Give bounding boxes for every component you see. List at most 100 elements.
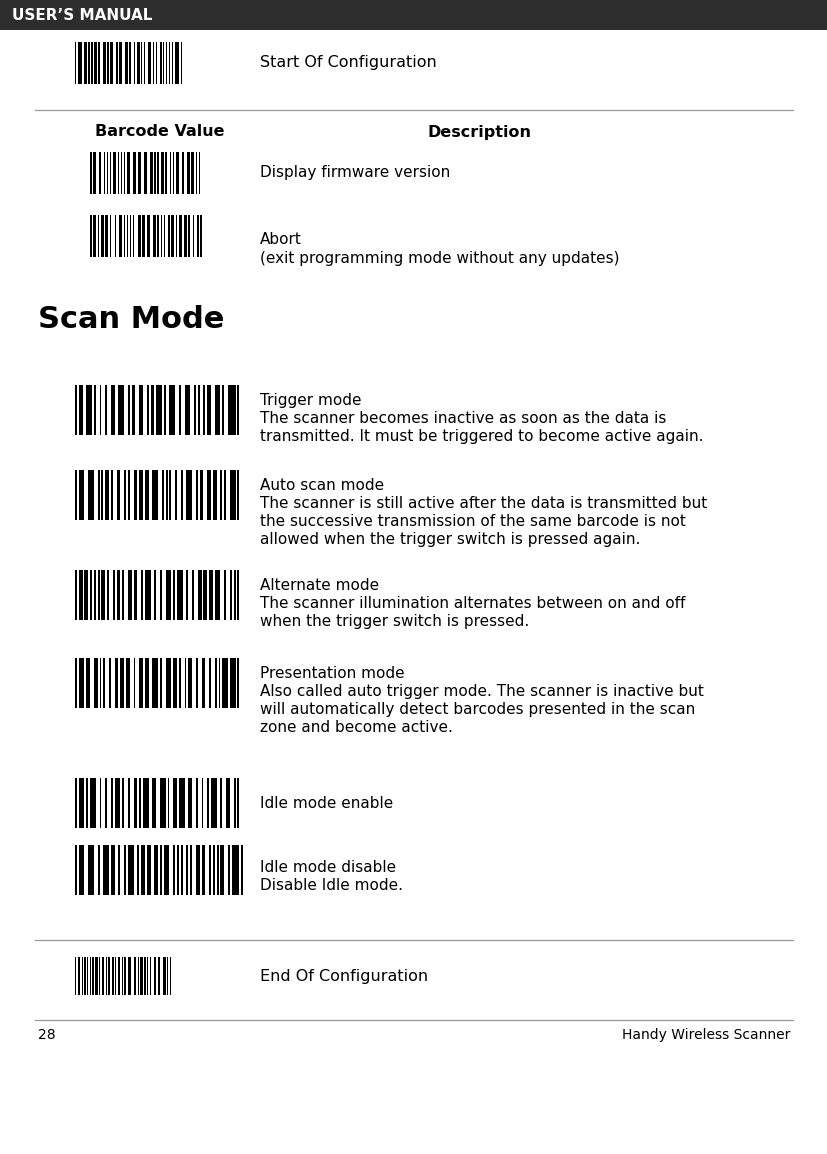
Bar bbox=[79, 845, 80, 896]
Bar bbox=[114, 215, 116, 257]
Bar bbox=[178, 42, 179, 84]
Bar bbox=[122, 778, 124, 829]
Bar bbox=[137, 957, 139, 995]
Text: the successive transmission of the same barcode is not: the successive transmission of the same … bbox=[260, 514, 685, 529]
Bar bbox=[116, 42, 117, 84]
Bar bbox=[152, 42, 154, 84]
Text: Barcode Value: Barcode Value bbox=[95, 125, 224, 140]
Bar bbox=[79, 385, 80, 435]
Bar bbox=[160, 658, 162, 709]
Bar bbox=[75, 778, 77, 829]
Text: (exit programming mode without any updates): (exit programming mode without any updat… bbox=[260, 252, 619, 267]
Text: Handy Wireless Scanner: Handy Wireless Scanner bbox=[621, 1028, 789, 1042]
Bar bbox=[123, 215, 125, 257]
Bar bbox=[117, 570, 120, 620]
Bar bbox=[129, 42, 131, 84]
Bar bbox=[186, 470, 192, 520]
Bar bbox=[79, 470, 80, 520]
Bar bbox=[88, 470, 93, 520]
Bar bbox=[114, 658, 118, 709]
Bar bbox=[214, 658, 217, 709]
Bar bbox=[98, 845, 99, 896]
Bar bbox=[137, 152, 141, 194]
Bar bbox=[88, 42, 89, 84]
Bar bbox=[93, 385, 96, 435]
Text: USER’S MANUAL: USER’S MANUAL bbox=[12, 7, 152, 22]
Bar bbox=[160, 778, 165, 829]
Bar bbox=[182, 152, 184, 194]
Bar bbox=[193, 215, 194, 257]
Bar bbox=[139, 470, 143, 520]
Bar bbox=[124, 845, 126, 896]
Bar bbox=[127, 845, 133, 896]
Bar bbox=[139, 385, 143, 435]
Bar bbox=[170, 152, 171, 194]
Text: when the trigger switch is pressed.: when the trigger switch is pressed. bbox=[260, 614, 528, 629]
Bar bbox=[196, 845, 199, 896]
Bar bbox=[111, 385, 114, 435]
Bar bbox=[86, 385, 92, 435]
Bar bbox=[105, 215, 108, 257]
Bar bbox=[167, 957, 168, 995]
Bar bbox=[102, 570, 105, 620]
Bar bbox=[79, 778, 80, 829]
Bar bbox=[79, 42, 82, 84]
Bar bbox=[237, 570, 239, 620]
Bar bbox=[75, 42, 76, 84]
Bar bbox=[179, 658, 180, 709]
Bar bbox=[237, 658, 239, 709]
Bar bbox=[133, 215, 134, 257]
Bar bbox=[99, 778, 102, 829]
Bar bbox=[207, 470, 211, 520]
Bar bbox=[160, 570, 162, 620]
Bar bbox=[131, 385, 136, 435]
Bar bbox=[163, 42, 165, 84]
Bar bbox=[164, 385, 165, 435]
Bar bbox=[123, 152, 125, 194]
Bar bbox=[133, 778, 137, 829]
Bar bbox=[139, 658, 143, 709]
Bar bbox=[186, 570, 188, 620]
Bar bbox=[214, 570, 220, 620]
Bar bbox=[84, 570, 88, 620]
Bar bbox=[222, 385, 224, 435]
Bar bbox=[198, 570, 201, 620]
Bar bbox=[93, 570, 96, 620]
Bar bbox=[154, 570, 156, 620]
Bar bbox=[211, 778, 217, 829]
Bar bbox=[99, 152, 101, 194]
Bar bbox=[179, 215, 182, 257]
Bar bbox=[110, 215, 112, 257]
Bar bbox=[89, 957, 91, 995]
Bar bbox=[127, 470, 130, 520]
Bar bbox=[148, 42, 151, 84]
Bar bbox=[111, 845, 114, 896]
Bar bbox=[91, 42, 93, 84]
Text: The scanner illumination alternates between on and off: The scanner illumination alternates betw… bbox=[260, 595, 685, 610]
Bar bbox=[196, 658, 198, 709]
Bar bbox=[154, 957, 156, 995]
Bar bbox=[98, 570, 99, 620]
Bar bbox=[86, 778, 88, 829]
Bar bbox=[174, 470, 177, 520]
Bar bbox=[112, 152, 116, 194]
Bar bbox=[146, 215, 150, 257]
Bar bbox=[118, 845, 120, 896]
Bar bbox=[188, 778, 192, 829]
Bar bbox=[144, 957, 146, 995]
Bar bbox=[179, 778, 184, 829]
Bar bbox=[180, 42, 182, 84]
Bar bbox=[103, 845, 109, 896]
Bar bbox=[170, 470, 171, 520]
Text: Abort: Abort bbox=[260, 232, 302, 247]
Bar bbox=[140, 957, 143, 995]
Bar bbox=[241, 845, 243, 896]
Bar bbox=[84, 42, 87, 84]
Bar bbox=[126, 658, 130, 709]
Bar bbox=[207, 385, 211, 435]
Bar bbox=[78, 957, 79, 995]
Bar bbox=[127, 778, 130, 829]
Bar bbox=[136, 42, 140, 84]
Bar bbox=[112, 570, 114, 620]
Bar bbox=[194, 385, 196, 435]
